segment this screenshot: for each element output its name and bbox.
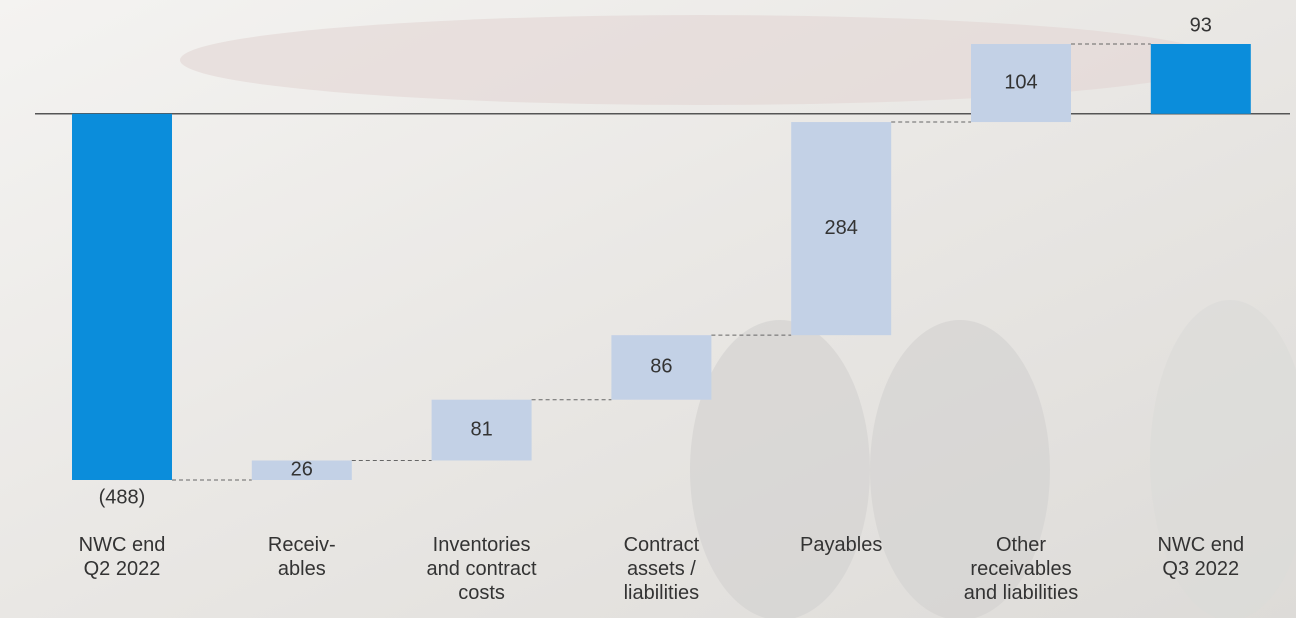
x-tick-label: NWC end Q2 2022 xyxy=(79,534,166,580)
label-line: Contract xyxy=(624,534,700,556)
bar xyxy=(251,460,352,480)
label-line: NWC end xyxy=(79,534,166,556)
background-shape xyxy=(1150,300,1296,618)
x-tick-label: Payables xyxy=(800,534,882,556)
x-tick-label: Other receivables and liabilities xyxy=(964,534,1079,604)
value-label: 93 xyxy=(1190,14,1212,36)
label-line: liabilities xyxy=(624,582,700,604)
background-shape xyxy=(180,15,1220,105)
label-line: Q3 2022 xyxy=(1162,558,1239,580)
bar xyxy=(611,335,712,400)
value-label: 81 xyxy=(470,418,492,440)
x-tick-label: Contract assets / liabilities xyxy=(624,534,700,604)
label-line: costs xyxy=(458,582,505,604)
label-line: Other xyxy=(996,534,1046,556)
label-line: and liabilities xyxy=(964,582,1079,604)
background-shape xyxy=(870,320,1050,618)
label-line: Receiv- xyxy=(268,534,336,556)
label-line: and contract xyxy=(427,558,538,580)
bar xyxy=(72,113,172,481)
bar xyxy=(1150,44,1251,114)
label-line: Q2 2022 xyxy=(84,558,161,580)
label-line: receivables xyxy=(970,558,1071,580)
label-line: Payables xyxy=(800,534,882,556)
value-label: 104 xyxy=(1004,71,1037,93)
value-label: 26 xyxy=(291,459,313,481)
bar xyxy=(971,44,1071,123)
value-label: (488) xyxy=(99,486,146,508)
value-label: 86 xyxy=(650,356,672,378)
value-label: 284 xyxy=(825,217,858,239)
x-tick-label: Receiv-ables xyxy=(268,534,336,580)
bar xyxy=(791,122,892,336)
x-tick-label: NWC end Q3 2022 xyxy=(1157,534,1244,580)
label-line: ables xyxy=(278,558,326,580)
label-line: assets / xyxy=(627,558,696,580)
background-shape xyxy=(690,320,870,618)
label-line: Inventories xyxy=(433,534,531,556)
label-line: NWC end xyxy=(1157,534,1244,556)
bar xyxy=(431,399,532,461)
x-tick-label: Inventories and contract costs xyxy=(427,534,538,604)
